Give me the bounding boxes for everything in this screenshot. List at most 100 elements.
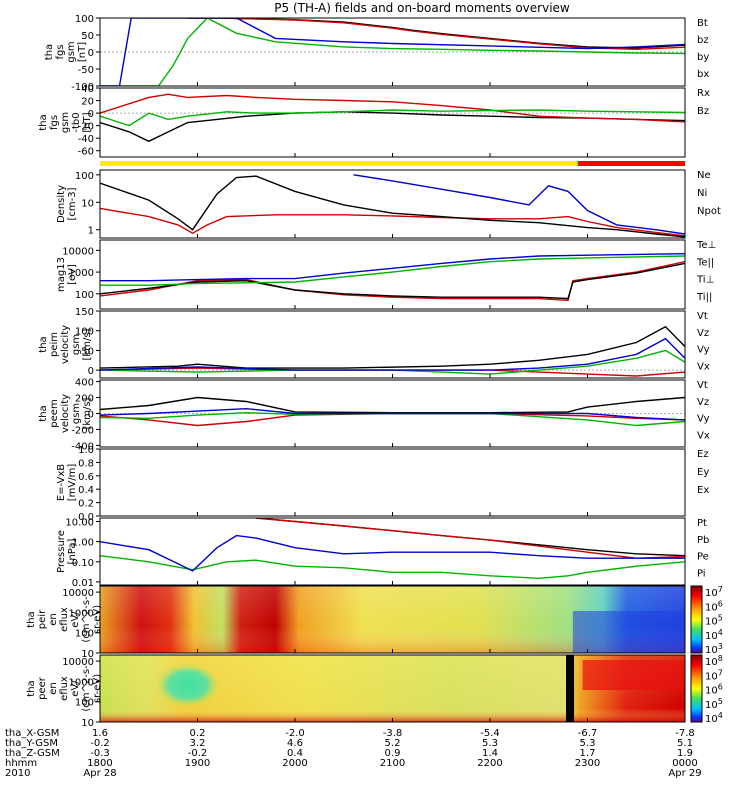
y-axis-label: eflux [59,676,70,701]
series-line [187,18,685,49]
legend-label: Ni [697,188,707,199]
series-line [100,175,685,238]
y-axis-label: en [48,682,59,695]
series-line [100,261,685,302]
series-line [100,253,685,282]
legend-label: Ti|| [696,292,712,303]
x-tick-label: -0.3 [90,748,110,759]
x-tick-label: 5.3 [580,738,596,749]
y-axis-label: [km/s] [82,328,93,360]
colorbar-label: 104 [705,628,723,642]
y-tick-label: 0 [88,410,94,421]
x-tick-label: 1.4 [482,748,498,759]
panel: 10000 1000 100 Te⊥ Te|| Ti⊥ Ti|| mag13 [eV] [56,239,716,310]
series-line [100,396,685,414]
legend-label: Ez [697,449,709,460]
x-tick-label: 2200 [477,758,502,769]
colorbar-label: 107 [705,585,723,599]
legend-label: Vx [697,361,710,372]
y-tick-label: -50 [78,65,94,76]
y-tick-label: 1.00 [72,538,94,549]
x-tick-label: 2000 [282,758,307,769]
legend-label: Pe [697,552,709,563]
y-tick-label: 10 [81,649,94,660]
y-axis-label: tha [38,336,49,352]
y-axis-label: gsm [60,112,71,133]
y-axis-label: tha [26,680,37,696]
y-axis-label: (cm^2-s- [81,596,92,643]
spectrogram-gap [566,655,575,722]
x-tick-label: Apr 29 [668,768,701,779]
y-tick-label: 40 [81,84,94,95]
legend-label: Ti⊥ [696,275,714,286]
panel: 40 200 -20-40 -60 Rx Bz tha fgs gsm -tb0 [nT] [38,84,710,158]
y-tick-label: -200 [71,425,94,436]
y-tick-label: 100 [75,290,94,301]
y-tick-label: 20 [81,97,94,108]
x-tick-label: -5.4 [480,728,500,739]
y-axis-label: eV/ [70,680,81,697]
x-row-label: 2010 [5,768,30,779]
y-tick-label: 100 [75,698,94,709]
y-axis-label: tha [38,114,49,130]
y-tick-label: 1000 [69,268,94,279]
legend-label: Rx [697,88,710,99]
x-tick-label: 4.6 [287,738,303,749]
legend-label: Pi [697,568,706,579]
y-tick-label: 100 [75,629,94,640]
panel: 1.0 0.8 0.6 0.4 0.2 0.0 Ez Ey Ex E=-VxB [mV/m] [56,445,709,523]
x-row-label: tha_Z-GSM [5,748,60,759]
legend-label: Bz [697,106,709,117]
y-axis-label: eV/ [70,611,81,628]
y-tick-label: 10000 [62,246,94,257]
x-tick-label: 1.7 [580,748,596,759]
y-tick-label: 0 [88,366,94,377]
y-axis-label: peim [49,332,60,357]
panel: 400 200 0 -200 -400 Vt Vz Vy Vx tha peem velocity gs… [38,378,710,453]
x-tick-label: -0.2 [188,748,208,759]
y-axis-label: [nT] [77,42,88,62]
y-tick-label: 50 [81,346,94,357]
y-axis-label: Pressure [56,530,67,573]
series-line [100,349,685,375]
colorbar-label: 106 [705,683,723,697]
legend-label: bx [697,69,709,80]
page-title: P5 (TH-A) fields and on-board moments ov… [274,1,570,15]
series-line [100,93,685,123]
spectrogram-patch [582,660,685,690]
y-axis-label: fgs [55,44,66,59]
x-row-label: hhmm [5,758,37,769]
y-axis-label: -tb0 [71,112,82,132]
legend-label: Vt [697,311,708,322]
legend-label: Bt [697,18,708,29]
x-tick-label: -2.0 [285,728,305,739]
legend-label: Vx [697,430,710,441]
y-axis-label: velocity [60,394,71,433]
y-tick-label: 10000 [62,588,94,599]
y-tick-label: 1 [88,226,94,237]
x-tick-label: -0.2 [90,738,110,749]
y-axis-label: (cm^2-s- [81,665,92,712]
y-tick-label: 0.2 [78,499,94,510]
y-axis-label: [cm-3] [67,187,78,220]
x-tick-label: 2300 [575,758,600,769]
y-axis-label: peer [37,676,48,700]
series-line [100,534,685,572]
y-axis-label: tha [44,44,55,60]
y-axis-label: E=-VxB [56,464,67,501]
y-tick-label: 0.01 [72,578,94,589]
y-axis-label: [nT] [82,112,93,132]
series-line [255,518,685,559]
spectrogram-patch [155,663,220,707]
y-tick-label: -400 [71,441,94,452]
series-line [100,18,685,86]
y-axis-label: tha [26,611,37,627]
panel-frame [99,239,686,310]
y-tick-label: 0.6 [78,472,94,483]
y-axis-label: gsm [66,41,77,62]
y-tick-label: 10000 [62,657,94,668]
x-tick-label: 0.4 [287,748,303,759]
y-axis-label: sr-eV) [92,605,103,634]
x-tick-label: 5.1 [677,738,693,749]
x-tick-label: 2100 [380,758,405,769]
